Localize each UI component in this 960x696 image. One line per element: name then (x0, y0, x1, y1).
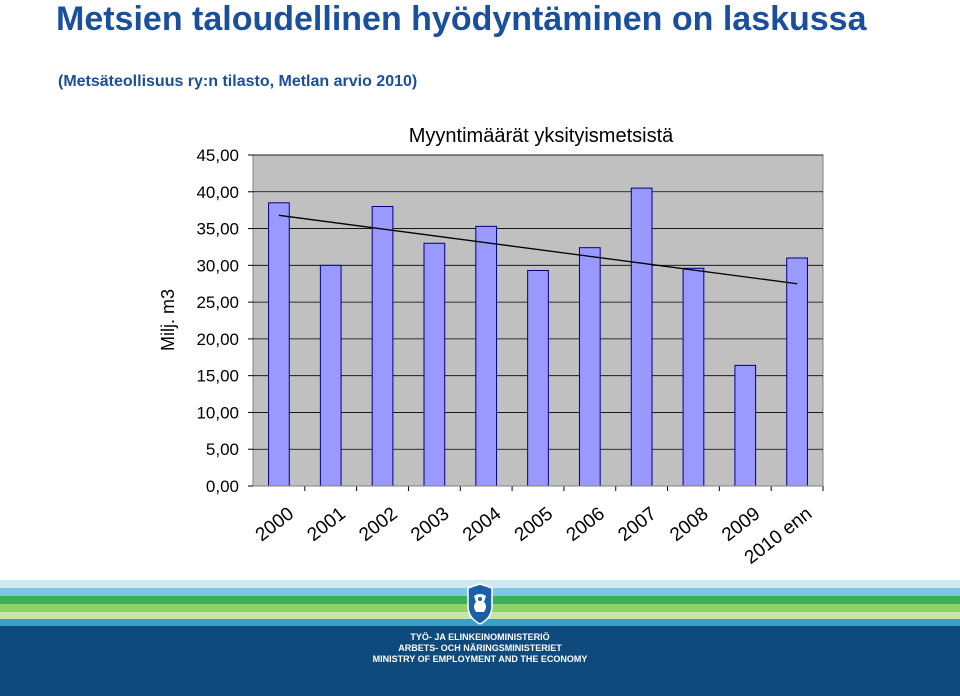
bar-2004 (475, 225, 498, 487)
y-tick-label: 0,00 (206, 477, 239, 496)
bar-2003 (423, 242, 446, 487)
trend-line (278, 214, 798, 285)
bar-2008 (682, 267, 705, 487)
x-tick-label: 2003 (407, 503, 453, 546)
bar-2002 (371, 205, 394, 487)
bar-2007 (630, 187, 653, 487)
y-tick-label: 5,00 (206, 440, 239, 459)
bar-2000 (268, 202, 290, 487)
y-tick-label: 45,00 (196, 146, 239, 165)
y-axis-label: Milj. m3 (158, 289, 178, 351)
x-tick-labels: 2000 2001 2002 2003 2004 2005 2006 2007 2008 2009… (252, 485, 824, 569)
ministry-line-sv: ARBETS- OCH NÄRINGSMINISTERIET (398, 643, 562, 653)
chart-title: Myyntimäärät yksityismetsistä (409, 125, 674, 147)
bar-2001 (319, 264, 342, 487)
footer-base (0, 626, 960, 696)
page-subtitle: (Metsäteollisuus ry:n tilasto, Metlan ar… (58, 73, 418, 90)
x-tick-label: 2000 (252, 503, 298, 546)
y-tick-label: 10,00 (196, 403, 239, 422)
x-tick-label: 2008 (666, 503, 712, 546)
y-tick-label: 40,00 (196, 183, 239, 202)
ministry-name: TYÖ- JA ELINKEINOMINISTERIÖ ARBETS- OCH … (0, 632, 960, 665)
bar-2006 (578, 247, 601, 487)
bar-2009 (734, 364, 757, 487)
y-tick-label: 20,00 (196, 330, 239, 349)
y-tick-labels: 0,00 5,00 10,00 15,00 20,00 25,00 30,00 35,00 40… (196, 146, 239, 496)
x-tick-label: 2007 (614, 503, 660, 546)
footer-banner: TYÖ- JA ELINKEINOMINISTERIÖ ARBETS- OCH … (0, 580, 960, 696)
bar-2010-enn (786, 257, 808, 487)
y-tick-label: 25,00 (196, 293, 239, 312)
bar-2005 (527, 269, 549, 487)
x-tick-label: 2002 (355, 503, 401, 546)
x-tick-label: 2004 (459, 503, 506, 546)
x-tick-label: 2005 (511, 503, 557, 546)
bar-chart: 0,00 5,00 10,00 15,00 20,00 25,00 30,00 35,00 40… (158, 125, 824, 569)
y-tick-label: 35,00 (196, 220, 239, 239)
ministry-line-en: MINISTRY OF EMPLOYMENT AND THE ECONOMY (372, 654, 588, 664)
ministry-line-fi: TYÖ- JA ELINKEINOMINISTERIÖ (410, 632, 550, 642)
x-tick-label: 2006 (563, 503, 609, 546)
lion-crest-icon (467, 583, 493, 625)
page-title: Metsien taloudellinen hyödyntäminen on l… (56, 0, 867, 38)
y-tick-label: 30,00 (196, 256, 239, 275)
y-tick-label: 15,00 (196, 367, 239, 386)
x-tick-label: 2001 (304, 503, 350, 546)
